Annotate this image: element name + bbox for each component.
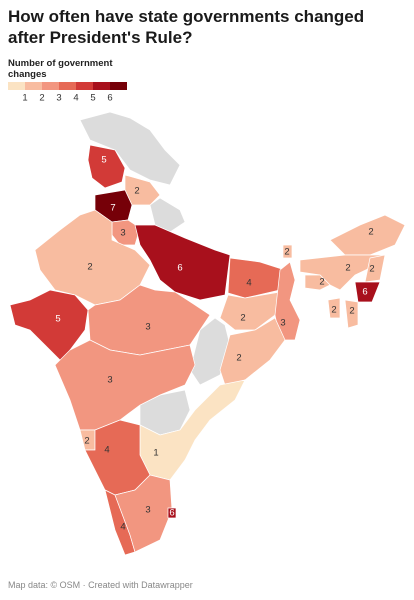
region-label: 7 — [110, 203, 115, 214]
region-label: 4 — [120, 522, 125, 533]
region — [167, 507, 177, 519]
region — [327, 297, 341, 319]
region-label: 3 — [145, 505, 150, 516]
legend-swatch — [93, 82, 110, 90]
credit: Map data: © OSM · Created with Datawrapp… — [8, 580, 193, 590]
region-label: 2 — [331, 305, 336, 316]
region — [227, 257, 286, 299]
region — [87, 144, 126, 189]
region-label: 2 — [345, 263, 350, 274]
region-label: 5 — [55, 314, 60, 325]
legend-title: Number of government changes — [8, 58, 113, 80]
region — [219, 291, 281, 331]
region — [344, 299, 359, 329]
region-label: 2 — [369, 264, 374, 275]
region-label: 1 — [153, 448, 158, 459]
region-label: 3 — [145, 322, 150, 333]
region-label: 3 — [107, 375, 112, 386]
legend-swatch — [8, 82, 25, 90]
region-label: 5 — [101, 155, 106, 166]
region — [282, 244, 293, 259]
region — [134, 224, 231, 301]
region-label: 2 — [84, 436, 89, 447]
legend-label: 4 — [73, 93, 78, 104]
region — [9, 289, 89, 366]
region — [364, 254, 386, 283]
legend-label: 5 — [90, 93, 95, 104]
region — [219, 317, 286, 386]
legend-swatch — [110, 82, 127, 90]
region-label: 2 — [284, 247, 289, 258]
region-label: 6 — [362, 287, 367, 298]
no-data-region — [189, 317, 231, 386]
region-label: 2 — [134, 186, 139, 197]
region-label: 6 — [169, 508, 174, 519]
region-label: 2 — [319, 277, 324, 288]
region — [34, 209, 151, 306]
legend-swatch — [42, 82, 59, 90]
legend-label: 3 — [56, 93, 61, 104]
region-label: 2 — [236, 353, 241, 364]
region — [354, 281, 381, 303]
region — [299, 254, 386, 291]
region-label: 2 — [349, 306, 354, 317]
legend-swatch — [76, 82, 93, 90]
region-label: 2 — [87, 262, 92, 273]
region — [304, 274, 331, 291]
region — [111, 219, 141, 246]
region — [84, 419, 151, 496]
legend-swatch — [25, 82, 42, 90]
no-data-region — [79, 111, 181, 186]
legend-swatch — [59, 82, 76, 90]
region-label: 2 — [240, 313, 245, 324]
title: How often have state governments changed… — [8, 7, 365, 47]
region-label: 3 — [120, 228, 125, 239]
region-label: 4 — [246, 278, 251, 289]
legend-label: 6 — [107, 93, 112, 104]
region-label: 6 — [177, 263, 182, 274]
region-label: 2 — [368, 227, 373, 238]
legend-label: 1 — [22, 93, 27, 104]
legend-label: 2 — [39, 93, 44, 104]
region-label: 4 — [104, 445, 109, 456]
region-label: 3 — [280, 318, 285, 329]
